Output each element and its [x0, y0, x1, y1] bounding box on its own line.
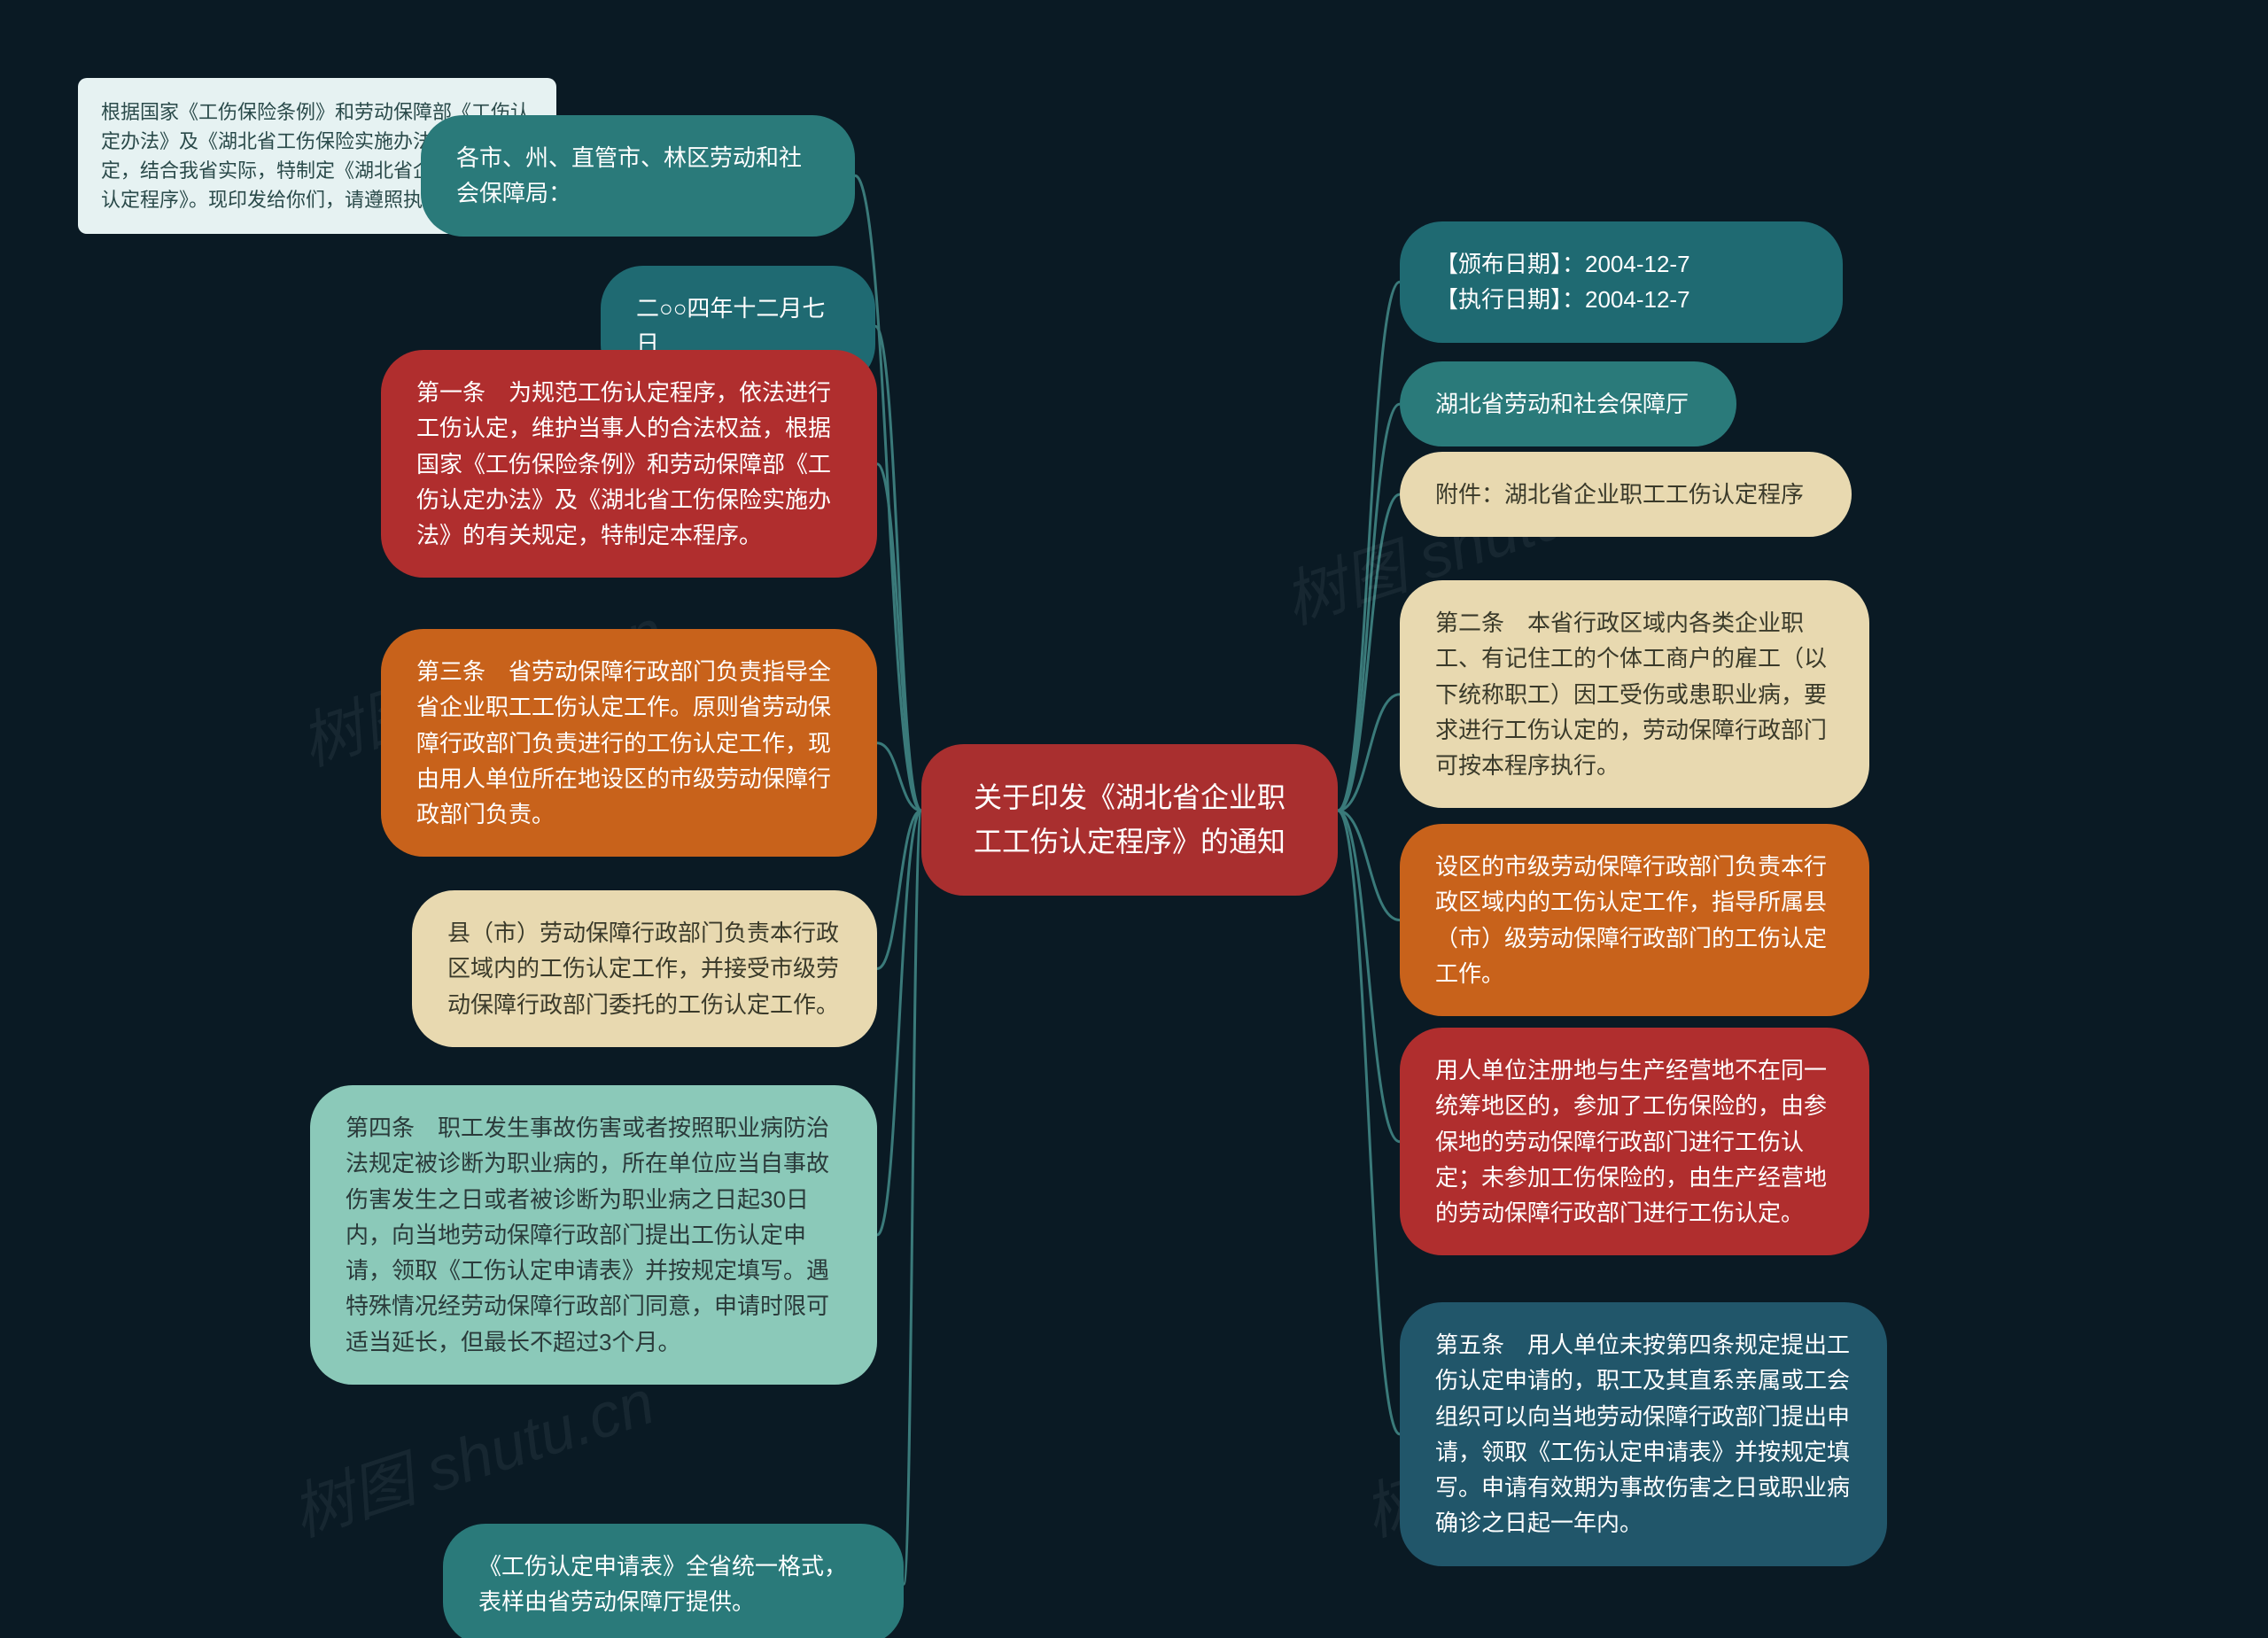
branch-node-text: 县（市）劳动保障行政部门负责本行政区域内的工伤认定工作，并接受市级劳动保障行政部… — [447, 920, 839, 1018]
branch-node-text: 二○○四年十二月七日 — [636, 295, 825, 357]
branch-node[interactable]: 附件：湖北省企业职工工伤认定程序 — [1400, 452, 1852, 537]
branch-node[interactable]: 湖北省劳动和社会保障厅 — [1400, 361, 1736, 446]
connector — [1338, 695, 1400, 811]
branch-node[interactable]: 《工伤认定申请表》全省统一格式，表样由省劳动保障厅提供。 — [443, 1524, 904, 1638]
branch-node[interactable]: 第一条 为规范工伤认定程序，依法进行工伤认定，维护当事人的合法权益，根据国家《工… — [381, 350, 877, 578]
branch-node[interactable]: 县（市）劳动保障行政部门负责本行政区域内的工伤认定工作，并接受市级劳动保障行政部… — [412, 890, 877, 1047]
branch-node[interactable]: 第四条 职工发生事故伤害或者按照职业病防治法规定被诊断为职业病的，所在单位应当自… — [310, 1085, 877, 1385]
connector — [904, 811, 921, 1584]
branch-node-text: 用人单位注册地与生产经营地不在同一统筹地区的，参加了工伤保险的，由参保地的劳动保… — [1435, 1057, 1827, 1226]
branch-node[interactable]: 第二条 本省行政区域内各类企业职工、有记住工的个体工商户的雇工（以下统称职工）因… — [1400, 580, 1869, 808]
branch-node-text: 湖北省劳动和社会保障厅 — [1435, 391, 1689, 417]
branch-node-text: 【颁布日期】：2004-12-7【执行日期】：2004-12-7 — [1435, 251, 1690, 313]
branch-node[interactable]: 第五条 用人单位未按第四条规定提出工伤认定申请的，职工及其直系亲属或工会组织可以… — [1400, 1302, 1887, 1566]
connector — [1338, 811, 1400, 1142]
connector — [877, 811, 921, 968]
connector — [875, 326, 921, 811]
center-topic[interactable]: 关于印发《湖北省企业职工工伤认定程序》的通知 — [921, 744, 1338, 896]
branch-node[interactable]: 各市、州、直管市、林区劳动和社会保障局： — [421, 115, 855, 237]
branch-node[interactable]: 【颁布日期】：2004-12-7【执行日期】：2004-12-7 — [1400, 221, 1843, 343]
branch-node[interactable]: 用人单位注册地与生产经营地不在同一统筹地区的，参加了工伤保险的，由参保地的劳动保… — [1400, 1028, 1869, 1255]
connector — [1338, 811, 1400, 920]
branch-node-text: 第五条 用人单位未按第四条规定提出工伤认定申请的，职工及其直系亲属或工会组织可以… — [1435, 1331, 1850, 1536]
branch-node-text: 第一条 为规范工伤认定程序，依法进行工伤认定，维护当事人的合法权益，根据国家《工… — [416, 379, 831, 548]
connector — [877, 811, 921, 1235]
connector — [1338, 811, 1400, 1434]
branch-node[interactable]: 第三条 省劳动保障行政部门负责指导全省企业职工工伤认定工作。原则省劳动保障行政部… — [381, 629, 877, 857]
branch-node-text: 附件：湖北省企业职工工伤认定程序 — [1435, 481, 1804, 508]
branch-node-text: 《工伤认定申请表》全省统一格式，表样由省劳动保障厅提供。 — [478, 1553, 847, 1615]
connector — [1338, 282, 1400, 811]
connector — [1338, 404, 1400, 811]
branch-node-text: 各市、州、直管市、林区劳动和社会保障局： — [456, 144, 802, 206]
branch-node-text: 设区的市级劳动保障行政部门负责本行政区域内的工伤认定工作，指导所属县（市）级劳动… — [1435, 853, 1827, 987]
connector — [1338, 494, 1400, 811]
branch-node-text: 第二条 本省行政区域内各类企业职工、有记住工的个体工商户的雇工（以下统称职工）因… — [1435, 609, 1827, 779]
branch-node[interactable]: 设区的市级劳动保障行政部门负责本行政区域内的工伤认定工作，指导所属县（市）级劳动… — [1400, 824, 1869, 1016]
connector — [877, 743, 921, 811]
connector — [877, 464, 921, 811]
branch-node-text: 第四条 职工发生事故伤害或者按照职业病防治法规定被诊断为职业病的，所在单位应当自… — [346, 1114, 829, 1355]
branch-node-text: 第三条 省劳动保障行政部门负责指导全省企业职工工伤认定工作。原则省劳动保障行政部… — [416, 658, 831, 827]
center-topic-text: 关于印发《湖北省企业职工工伤认定程序》的通知 — [974, 781, 1285, 858]
